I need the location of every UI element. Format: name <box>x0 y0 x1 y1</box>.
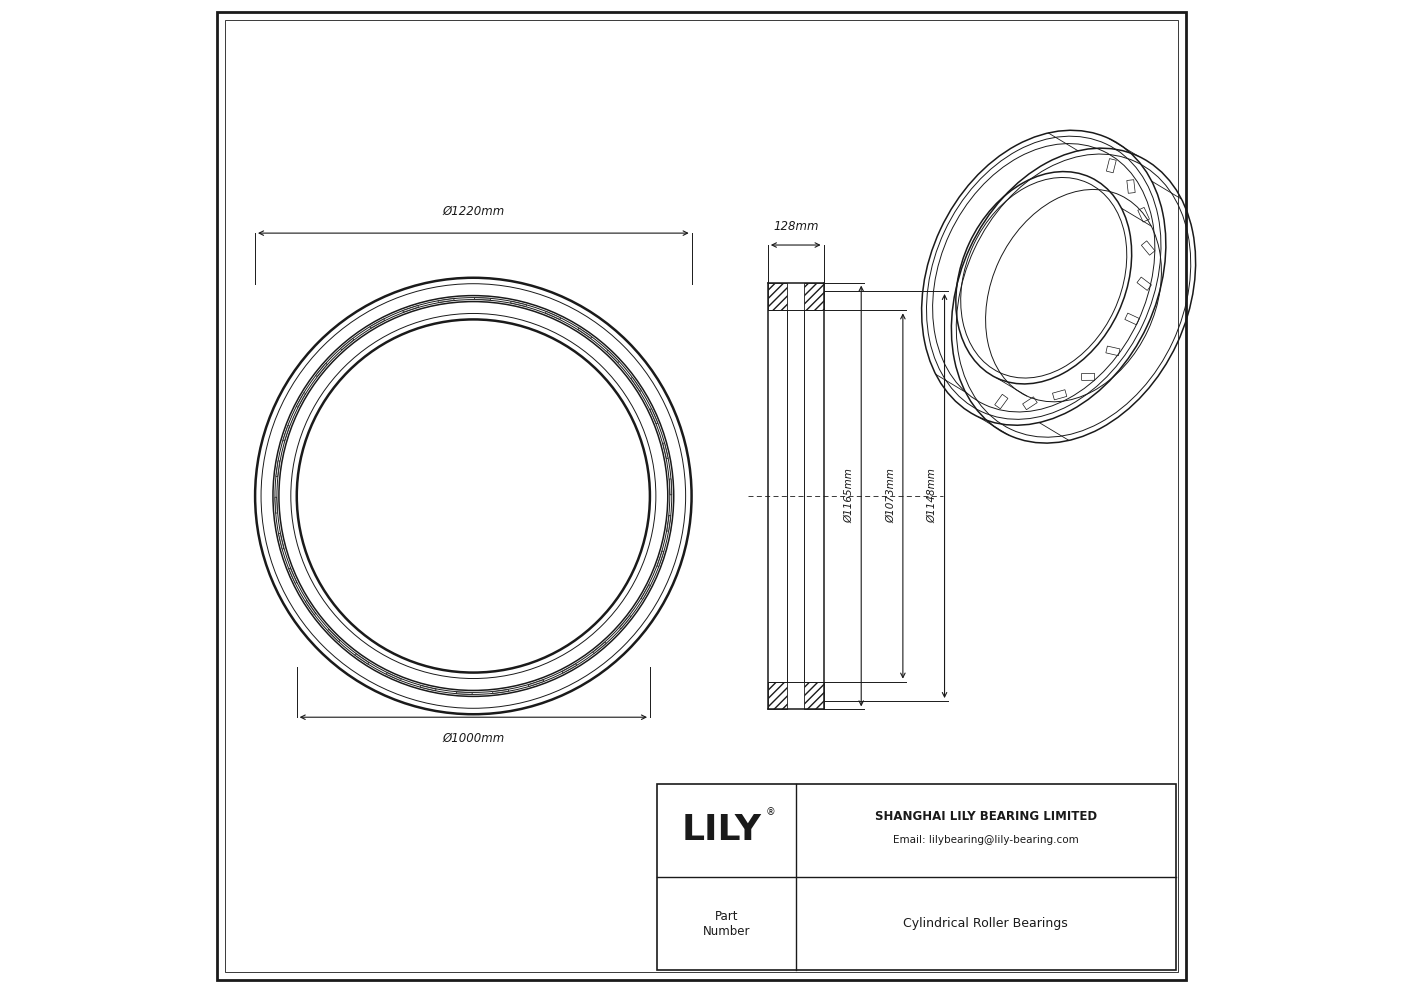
Bar <box>578 328 592 338</box>
Text: LILY: LILY <box>682 813 762 847</box>
Bar <box>370 319 384 328</box>
Bar <box>657 784 1176 970</box>
Bar <box>1082 373 1094 380</box>
Bar <box>1136 277 1152 291</box>
Text: Ø1220mm: Ø1220mm <box>442 205 505 218</box>
Bar <box>403 306 418 312</box>
Bar <box>279 534 283 550</box>
Bar <box>1052 390 1066 400</box>
Bar <box>276 460 279 477</box>
Bar <box>1138 207 1149 222</box>
Bar <box>666 515 671 532</box>
Bar <box>620 615 631 629</box>
Bar <box>546 311 561 319</box>
Bar <box>474 298 491 300</box>
Bar <box>669 479 672 495</box>
Bar <box>438 299 455 303</box>
Text: 128mm: 128mm <box>773 220 818 233</box>
Text: Part
Number: Part Number <box>703 910 751 937</box>
Bar <box>283 426 289 441</box>
Bar <box>995 394 1007 409</box>
Bar <box>511 302 526 307</box>
Bar <box>1106 346 1120 356</box>
Bar <box>593 642 606 654</box>
Bar <box>492 689 509 693</box>
Bar <box>529 680 544 686</box>
Text: SHANGHAI LILY BEARING LIMITED: SHANGHAI LILY BEARING LIMITED <box>874 809 1097 823</box>
Bar <box>355 654 369 664</box>
Bar <box>804 682 824 709</box>
Text: Ø1000mm: Ø1000mm <box>442 732 505 745</box>
Bar <box>1142 241 1155 255</box>
Bar <box>804 283 824 310</box>
Bar <box>1107 159 1117 173</box>
Bar <box>662 442 668 458</box>
Text: Email: lilybearing@lily-bearing.com: Email: lilybearing@lily-bearing.com <box>892 835 1079 845</box>
Bar <box>563 664 577 673</box>
Text: Ø1148mm: Ø1148mm <box>927 468 937 524</box>
Bar <box>641 584 651 599</box>
Bar <box>296 393 306 408</box>
Text: ®: ® <box>766 807 776 817</box>
Bar <box>316 363 327 377</box>
Bar <box>386 673 401 681</box>
Bar <box>650 409 658 424</box>
Bar <box>631 377 641 392</box>
Bar <box>421 685 436 690</box>
Bar <box>1125 313 1139 324</box>
Bar <box>1127 180 1135 193</box>
Bar <box>767 682 787 709</box>
Bar <box>306 600 316 615</box>
Bar <box>767 283 787 310</box>
Text: Ø1073mm: Ø1073mm <box>885 468 897 524</box>
Bar <box>341 338 354 350</box>
Text: Ø1165mm: Ø1165mm <box>845 468 854 524</box>
Bar <box>657 551 664 566</box>
Bar <box>606 350 619 363</box>
Bar <box>327 629 340 642</box>
Text: Cylindrical Roller Bearings: Cylindrical Roller Bearings <box>904 917 1068 930</box>
Bar <box>456 692 473 694</box>
Bar <box>275 497 278 513</box>
Bar <box>1023 397 1037 410</box>
Bar <box>289 568 296 583</box>
